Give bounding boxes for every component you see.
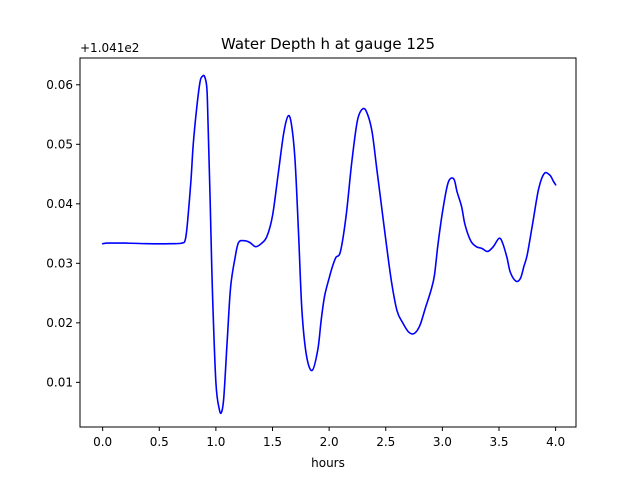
x-tick-label: 2.5: [376, 435, 395, 449]
x-axis: 0.0 0.5 1.0 1.5 2.0 2.5 3.0 3.5 4.0: [93, 427, 565, 449]
y-tick-label: 0.06: [46, 78, 73, 92]
y-tick-label: 0.02: [46, 316, 73, 330]
x-tick-label: 0.5: [150, 435, 169, 449]
x-tick-label: 1.5: [263, 435, 282, 449]
y-tick-label: 0.01: [46, 375, 73, 389]
x-tick-label: 1.0: [206, 435, 225, 449]
x-tick-label: 0.0: [93, 435, 112, 449]
x-tick-label: 3.0: [433, 435, 452, 449]
x-tick-label: 2.0: [320, 435, 339, 449]
y-axis-offset-label: +1.041e2: [80, 41, 139, 55]
x-axis-label: hours: [311, 456, 345, 470]
plot-area: [101, 74, 557, 415]
y-tick-label: 0.05: [46, 137, 73, 151]
chart-title: Water Depth h at gauge 125: [221, 35, 435, 53]
series-line-0: [101, 74, 557, 415]
y-tick-label: 0.03: [46, 256, 73, 270]
x-tick-label: 4.0: [546, 435, 565, 449]
x-tick-label: 3.5: [489, 435, 508, 449]
y-tick-label: 0.04: [46, 197, 73, 211]
axes-frame: [79, 57, 577, 428]
y-axis: 0.01 0.02 0.03 0.04 0.05 0.06: [46, 78, 80, 389]
